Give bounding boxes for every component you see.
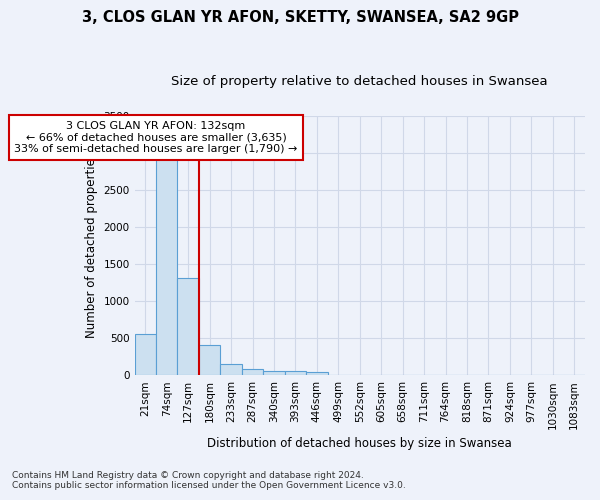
Text: Contains HM Land Registry data © Crown copyright and database right 2024.
Contai: Contains HM Land Registry data © Crown c… [12,470,406,490]
Bar [220,364,242,375]
Bar [199,345,220,375]
Bar [263,370,284,375]
Bar [156,158,178,375]
Bar [284,371,306,375]
Y-axis label: Number of detached properties: Number of detached properties [85,152,98,338]
Bar [134,334,156,375]
Bar [242,369,263,375]
Text: 3 CLOS GLAN YR AFON: 132sqm
← 66% of detached houses are smaller (3,635)
33% of : 3 CLOS GLAN YR AFON: 132sqm ← 66% of det… [14,120,298,154]
Bar [178,278,199,375]
X-axis label: Distribution of detached houses by size in Swansea: Distribution of detached houses by size … [208,437,512,450]
Bar [306,372,328,375]
Text: 3, CLOS GLAN YR AFON, SKETTY, SWANSEA, SA2 9GP: 3, CLOS GLAN YR AFON, SKETTY, SWANSEA, S… [82,10,518,25]
Title: Size of property relative to detached houses in Swansea: Size of property relative to detached ho… [172,75,548,88]
